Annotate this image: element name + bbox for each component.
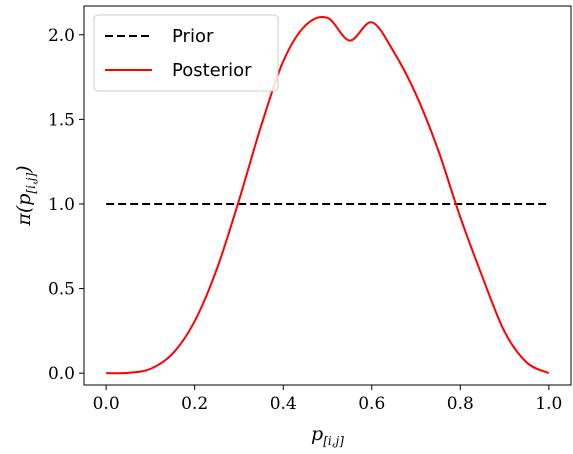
legend-box bbox=[93, 14, 279, 92]
x-tick-label: 0.8 bbox=[447, 394, 474, 414]
x-tick-label: 0.0 bbox=[93, 394, 120, 414]
plot-layer bbox=[106, 15, 550, 375]
legend-prior-label: Prior bbox=[172, 26, 214, 47]
series-line-posterior bbox=[106, 15, 550, 375]
axes-frame bbox=[83, 5, 572, 386]
x-tick-label: 1.0 bbox=[535, 394, 562, 414]
y-axis-label: π(p[i,j]) bbox=[13, 165, 38, 226]
x-tick-label: 0.6 bbox=[358, 394, 385, 414]
y-tick-label: 1.0 bbox=[48, 195, 75, 215]
legend: Prior Posterior bbox=[93, 14, 279, 92]
y-tick-label: 0.0 bbox=[48, 364, 75, 384]
x-tick-label: 0.4 bbox=[270, 394, 297, 414]
x-tick-label: 0.2 bbox=[181, 394, 208, 414]
ticks-layer: 0.0 0.2 0.4 0.6 0.8 1.0 0.0 0.5 1.0 1.5 2.0 bbox=[48, 26, 562, 414]
y-tick-label: 1.5 bbox=[48, 110, 75, 130]
y-tick-label: 0.5 bbox=[48, 280, 75, 300]
legend-posterior-label: Posterior bbox=[172, 60, 252, 81]
y-tick-label: 2.0 bbox=[48, 26, 75, 46]
x-axis-label: p[i,j] bbox=[311, 423, 344, 448]
